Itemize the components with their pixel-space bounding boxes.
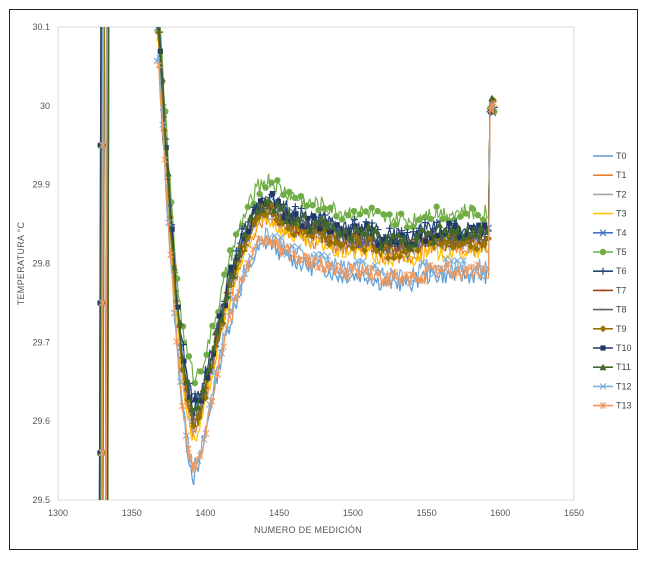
- y-tick-label: 29.9: [32, 180, 50, 190]
- legend-label: T2: [616, 189, 627, 199]
- legend-label: T3: [616, 209, 627, 219]
- series-t11: [97, 27, 496, 500]
- legend-item-t11: T11: [593, 362, 631, 372]
- chart-frame: 29.5 29.6 29.7 29.8 29.9 30 30.1 1300 1350 1400 1…: [9, 9, 638, 550]
- x-tick-label: 1550: [417, 508, 437, 518]
- legend-label: T1: [616, 170, 627, 180]
- legend-label: T11: [616, 362, 631, 372]
- x-tick-label: 1350: [122, 508, 142, 518]
- series-t10: [97, 27, 495, 500]
- legend-item-t1: T1: [593, 170, 627, 180]
- legend-label: T6: [616, 266, 627, 276]
- legend: T0 T1 T2 T3 T4 T5 T6 T7 T8 T9 T10 T11 T12 T13: [593, 151, 632, 411]
- x-tick-label: 1450: [269, 508, 289, 518]
- x-tick-label: 1500: [343, 508, 363, 518]
- legend-label: T9: [616, 324, 627, 334]
- series-layer: [96, 27, 498, 500]
- legend-item-t2: T2: [593, 189, 627, 199]
- series-t8: [99, 27, 497, 500]
- series-t13: [99, 27, 498, 500]
- plot-area: [57, 26, 575, 501]
- legend-item-t3: T3: [593, 209, 627, 219]
- y-tick-label: 30: [40, 101, 50, 111]
- x-tick-label: 1400: [195, 508, 215, 518]
- legend-label: T13: [616, 401, 632, 411]
- legend-label: T5: [616, 247, 627, 257]
- y-tick-label: 30.1: [32, 22, 50, 32]
- y-tick-label: 29.6: [32, 416, 50, 426]
- legend-item-t13: T13: [593, 401, 632, 411]
- series-markers-t13: [99, 61, 498, 469]
- series-markers-t6: [97, 28, 498, 457]
- series-line-t5: [159, 27, 495, 385]
- y-tick-label: 29.5: [32, 495, 50, 505]
- x-tick-label: 1600: [490, 508, 510, 518]
- x-tick-label: 1650: [564, 508, 584, 518]
- legend-item-t4: T4: [593, 228, 627, 238]
- x-tick-label: 1300: [48, 508, 68, 518]
- y-tick-label: 29.8: [32, 259, 50, 269]
- series-markers-t5: [96, 105, 498, 456]
- legend-item-t12: T12: [593, 381, 632, 391]
- legend-label: T7: [616, 285, 627, 295]
- legend-item-t6: T6: [593, 266, 627, 276]
- legend-item-t9: T9: [593, 324, 627, 334]
- x-axis-ticks: 1300 1350 1400 1450 1500 1550 1600 1650: [48, 508, 584, 518]
- legend-label: T10: [616, 343, 632, 353]
- y-tick-label: 29.7: [32, 337, 50, 347]
- legend-item-t0: T0: [593, 151, 627, 161]
- y-axis-ticks: 29.5 29.6 29.7 29.8 29.9 30 30.1: [32, 22, 50, 505]
- series-t6: [97, 27, 498, 500]
- plot-border: [57, 26, 575, 501]
- series-markers-t11: [97, 75, 496, 456]
- legend-item-t8: T8: [593, 305, 627, 315]
- series-t1: [99, 27, 495, 500]
- legend-item-t10: T10: [593, 343, 632, 353]
- y-axis-title: TEMPERATURA °C: [16, 221, 26, 305]
- x-axis-title: NUMERO DE MEDICIÓN: [254, 525, 362, 535]
- legend-label: T4: [616, 228, 627, 238]
- legend-label: T8: [616, 305, 627, 315]
- series-t0: [98, 27, 495, 500]
- legend-item-t7: T7: [593, 285, 627, 295]
- series-line-t3: [156, 33, 495, 442]
- legend-label: T12: [616, 381, 632, 391]
- legend-label: T0: [616, 151, 627, 161]
- legend-item-t5: T5: [593, 247, 627, 257]
- series-t5: [96, 27, 498, 500]
